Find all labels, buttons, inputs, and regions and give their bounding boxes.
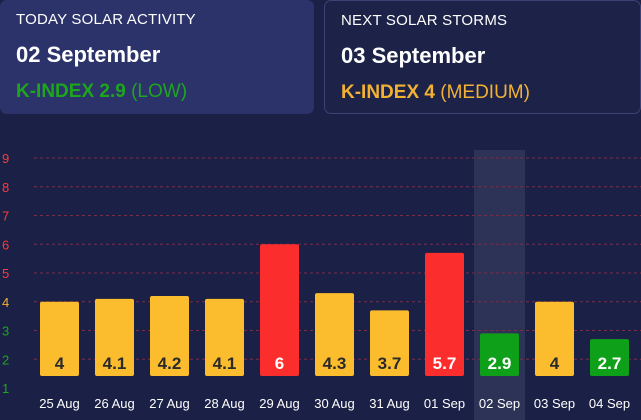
bar[interactable]	[370, 310, 409, 376]
x-tick-label: 03 Sep	[534, 396, 575, 411]
x-tick-label: 04 Sep	[589, 396, 630, 411]
y-tick-label: 6	[2, 237, 9, 252]
y-tick-label: 5	[2, 266, 9, 281]
today-solar-activity-card: TODAY SOLAR ACTIVITY 02 September K-INDE…	[0, 0, 314, 114]
y-tick-label: 9	[2, 151, 9, 166]
x-tick-label: 28 Aug	[204, 396, 245, 411]
x-tick-label: 30 Aug	[314, 396, 355, 411]
x-tick-label: 25 Aug	[39, 396, 80, 411]
x-tick-label: 01 Sep	[424, 396, 465, 411]
bar-value-label: 4	[550, 354, 560, 373]
bar-value-label: 4.2	[158, 354, 182, 373]
bar-value-label: 2.7	[598, 354, 622, 373]
today-card-label: TODAY SOLAR ACTIVITY	[16, 11, 196, 28]
next-solar-storms-card: NEXT SOLAR STORMS 03 September K-INDEX 4…	[324, 0, 641, 114]
y-tick-label: 7	[2, 209, 9, 224]
next-card-date: 03 September	[341, 43, 486, 68]
y-tick-label: 2	[2, 352, 9, 367]
bar[interactable]	[260, 244, 299, 376]
bar[interactable]	[205, 298, 244, 376]
next-kindex-level: (MEDIUM)	[440, 82, 530, 103]
x-tick-label: 29 Aug	[259, 396, 300, 411]
bar-value-label: 6	[275, 354, 284, 373]
y-tick-label: 3	[2, 324, 9, 339]
bar-value-label: 2.9	[488, 354, 512, 373]
today-kindex-value: K-INDEX 2.9	[16, 81, 126, 102]
x-tick-label: 27 Aug	[149, 396, 190, 411]
next-kindex-line: K-INDEX 4 (MEDIUM)	[341, 81, 624, 105]
bar-value-label: 4	[55, 354, 65, 373]
y-tick-label: 4	[2, 295, 9, 310]
bar[interactable]	[480, 333, 519, 376]
bar[interactable]	[425, 252, 464, 376]
next-card-label: NEXT SOLAR STORMS	[341, 12, 508, 29]
bar[interactable]	[40, 301, 79, 376]
bar[interactable]	[95, 298, 134, 376]
bar-value-label: 5.7	[433, 354, 457, 373]
bar-value-label: 3.7	[378, 354, 402, 373]
bar[interactable]	[315, 293, 354, 376]
bar[interactable]	[590, 339, 629, 376]
bar-value-label: 4.3	[323, 354, 347, 373]
bar-value-label: 4.1	[213, 354, 237, 373]
y-tick-label: 1	[2, 381, 9, 396]
x-tick-label: 26 Aug	[94, 396, 135, 411]
y-tick-label: 8	[2, 180, 9, 195]
x-tick-label: 02 Sep	[479, 396, 520, 411]
today-kindex-level: (LOW)	[131, 81, 188, 102]
today-kindex-line: K-INDEX 2.9 (LOW)	[16, 80, 298, 104]
today-card-date: 02 September	[16, 42, 161, 67]
next-kindex-value: K-INDEX 4	[341, 82, 435, 103]
bar[interactable]	[150, 296, 189, 376]
highlight-column	[474, 150, 525, 420]
x-tick-label: 31 Aug	[369, 396, 410, 411]
bar-value-label: 4.1	[103, 354, 127, 373]
bar[interactable]	[535, 301, 574, 376]
